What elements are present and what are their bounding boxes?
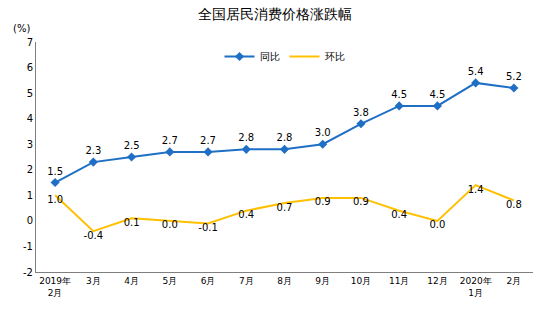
svg-text:2.8: 2.8 xyxy=(277,132,293,143)
svg-text:2.3: 2.3 xyxy=(85,145,101,156)
svg-text:5月: 5月 xyxy=(162,276,177,286)
svg-text:9月: 9月 xyxy=(315,276,330,286)
svg-text:2: 2 xyxy=(27,164,33,175)
svg-text:1.0: 1.0 xyxy=(47,194,63,205)
svg-text:2.5: 2.5 xyxy=(124,140,140,151)
svg-text:0.8: 0.8 xyxy=(506,199,522,210)
svg-text:0: 0 xyxy=(27,215,33,226)
svg-text:2.8: 2.8 xyxy=(238,132,254,143)
svg-text:6月: 6月 xyxy=(201,276,216,286)
svg-text:3.8: 3.8 xyxy=(353,107,369,118)
svg-text:2.7: 2.7 xyxy=(162,135,178,146)
svg-text:0.7: 0.7 xyxy=(277,202,293,213)
svg-text:5: 5 xyxy=(27,88,33,99)
svg-text:8月: 8月 xyxy=(277,276,292,286)
svg-text:全国居民消费价格涨跌幅: 全国居民消费价格涨跌幅 xyxy=(198,6,352,22)
svg-text:1.5: 1.5 xyxy=(47,166,63,177)
svg-text:3.0: 3.0 xyxy=(315,127,331,138)
svg-text:3: 3 xyxy=(27,139,33,150)
svg-text:5.2: 5.2 xyxy=(506,71,522,82)
svg-text:7: 7 xyxy=(27,37,33,48)
svg-text:11月: 11月 xyxy=(389,276,409,286)
svg-text:(%): (%) xyxy=(13,23,30,34)
svg-text:0.0: 0.0 xyxy=(429,219,445,230)
svg-text:5.4: 5.4 xyxy=(468,66,484,77)
svg-text:7月: 7月 xyxy=(239,276,254,286)
svg-text:同比: 同比 xyxy=(260,51,280,62)
svg-text:10月: 10月 xyxy=(351,276,371,286)
svg-text:-1: -1 xyxy=(23,241,33,252)
svg-text:4.5: 4.5 xyxy=(429,89,445,100)
svg-text:环比: 环比 xyxy=(325,51,345,62)
svg-text:4: 4 xyxy=(27,113,33,124)
svg-text:6: 6 xyxy=(27,62,33,73)
svg-text:2.7: 2.7 xyxy=(200,135,216,146)
svg-text:1: 1 xyxy=(27,190,33,201)
svg-text:0.9: 0.9 xyxy=(353,196,369,207)
svg-text:2020年1月: 2020年1月 xyxy=(460,276,492,298)
svg-text:0.9: 0.9 xyxy=(315,196,331,207)
svg-text:4.5: 4.5 xyxy=(391,89,407,100)
svg-text:1.4: 1.4 xyxy=(468,184,484,195)
svg-text:4月: 4月 xyxy=(124,276,139,286)
svg-text:-0.1: -0.1 xyxy=(198,222,218,233)
svg-text:2月: 2月 xyxy=(507,276,522,286)
svg-text:0.1: 0.1 xyxy=(124,217,140,228)
svg-text:-0.4: -0.4 xyxy=(84,230,104,241)
svg-text:0.4: 0.4 xyxy=(391,209,407,220)
svg-text:-2: -2 xyxy=(23,267,33,278)
svg-text:2019年2月: 2019年2月 xyxy=(39,276,71,298)
svg-text:0.0: 0.0 xyxy=(162,219,178,230)
svg-text:0.4: 0.4 xyxy=(238,209,254,220)
svg-text:12月: 12月 xyxy=(427,276,447,286)
svg-text:3月: 3月 xyxy=(86,276,101,286)
